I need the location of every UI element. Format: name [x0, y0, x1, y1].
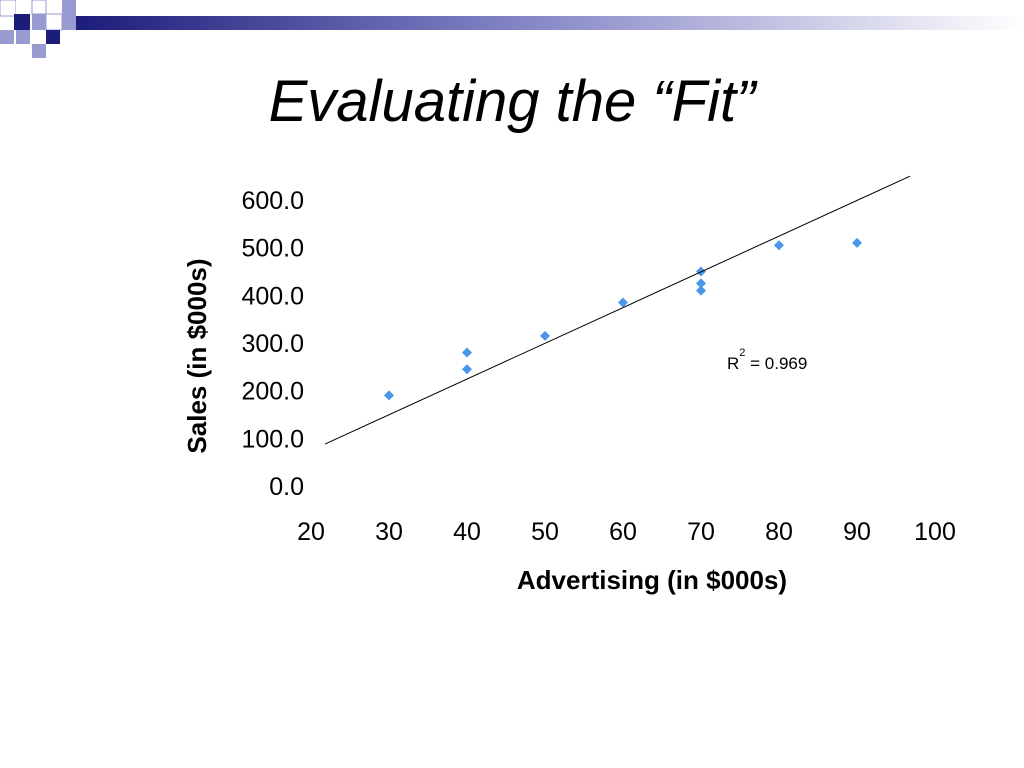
data-point — [540, 330, 550, 341]
y-tick-label: 0.0 — [269, 473, 304, 501]
data-point — [618, 297, 628, 308]
header-square-pattern — [0, 0, 76, 58]
data-point — [774, 240, 784, 251]
slide-title: Evaluating the “Fit” — [268, 69, 756, 134]
r-squared-prefix: R — [727, 354, 739, 373]
data-point — [696, 278, 706, 289]
y-axis-title: Sales (in $000s) — [182, 258, 212, 453]
x-tick-label: 70 — [687, 518, 715, 546]
x-tick-label: 50 — [531, 518, 559, 546]
y-tick-label: 400.0 — [241, 282, 304, 310]
x-tick-label: 60 — [609, 518, 637, 546]
data-point — [852, 237, 862, 248]
x-tick-label: 90 — [843, 518, 871, 546]
data-point — [384, 390, 394, 401]
x-tick-label: 100 — [914, 518, 956, 546]
data-point — [462, 364, 472, 375]
y-tick-label: 300.0 — [241, 330, 304, 358]
x-axis-tick-labels: 20 30 40 50 60 70 80 90 100 — [297, 518, 956, 546]
y-tick-label: 500.0 — [241, 235, 304, 263]
data-point — [462, 347, 472, 358]
x-tick-label: 80 — [765, 518, 793, 546]
x-tick-label: 40 — [453, 518, 481, 546]
y-tick-label: 600.0 — [241, 187, 304, 215]
x-tick-label: 30 — [375, 518, 403, 546]
r-squared-superscript: 2 — [739, 347, 745, 359]
r-squared-value: = 0.969 — [745, 354, 807, 373]
y-tick-label: 100.0 — [241, 425, 304, 453]
data-point — [696, 285, 706, 296]
y-tick-label: 200.0 — [241, 378, 304, 406]
header-decoration — [0, 0, 1024, 58]
x-axis-title: Advertising (in $000s) — [517, 565, 787, 595]
header-gradient-band — [76, 16, 1024, 30]
y-axis-tick-labels: 0.0 100.0 200.0 300.0 400.0 500.0 600.0 — [241, 187, 304, 501]
data-series — [384, 237, 862, 401]
trendline — [324, 175, 911, 445]
r-squared-label: R2 = 0.969 — [727, 347, 807, 373]
x-tick-label: 20 — [297, 518, 325, 546]
